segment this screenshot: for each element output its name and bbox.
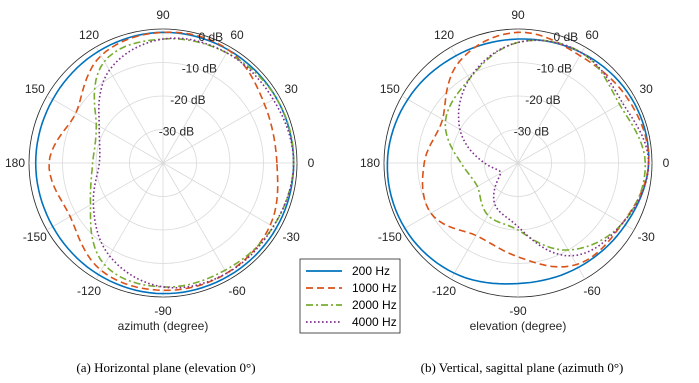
angle-tick-label: -150 [378,230,402,244]
legend-entry: 200 Hz [352,264,390,278]
radial-tick-label: 0 dB [553,30,578,44]
angular-grid-line [46,162,164,231]
legend-entry: 2000 Hz [352,298,397,312]
angle-tick-label: 90 [156,8,170,22]
legend: 200 Hz 1000 Hz 2000 Hz 4000 Hz [299,258,401,334]
legend-entry: 1000 Hz [352,281,397,295]
angle-tick-label: 0 [663,156,670,170]
angle-tick-labels: 0 30 60 90 120 150 180 -150 -120 -90 -60 -30 [360,8,670,318]
angle-tick-labels: 0 30 60 90 120 150 180 -150 -120 -90 -60 -30 [5,8,315,318]
radial-tick-label: -20 dB [525,93,560,107]
angle-tick-label: -120 [77,284,101,298]
axis-label: azimuth (degree) [118,319,209,333]
angle-tick-label: -150 [23,230,47,244]
series-line-200-hz [386,38,650,285]
angle-tick-label: 60 [230,28,244,42]
axis-label: elevation (degree) [470,319,567,333]
angle-tick-label: 30 [284,82,298,96]
angle-tick-label: 120 [434,28,454,42]
angle-tick-label: -30 [282,230,300,244]
panel-caption: (b) Vertical, sagittal plane (azimuth 0°… [421,360,624,375]
angular-grid-line [95,162,164,280]
radial-tick-label: -30 dB [159,125,194,139]
series-line-1000-hz [421,31,650,268]
angle-tick-label: 180 [360,156,380,170]
angle-tick-label: 150 [25,82,45,96]
angle-tick-label: 90 [511,8,525,22]
angular-grid-line [517,95,635,164]
angle-tick-label: -90 [509,304,527,318]
angular-grid-line [162,95,280,164]
angular-grid-line [162,162,231,280]
angle-tick-label: -60 [583,284,601,298]
angular-grid [29,29,297,297]
angular-grid-line [162,46,231,164]
series-group [386,31,650,285]
angle-tick-label: 120 [79,28,99,42]
series-line-2000-hz [89,37,295,288]
angular-grid-line [450,46,519,164]
radial-tick-labels: 0 dB -10 dB -20 dB -30 dB [159,30,223,138]
angle-tick-label: -30 [637,230,655,244]
radial-tick-label: -30 dB [514,125,549,139]
angular-grid-line [517,46,586,164]
polar-chart-vertical-plane: 0 30 60 90 120 150 180 -150 -120 -90 -60 -30 0 dB -10… [360,8,670,375]
series-line-1000-hz [48,31,279,292]
angular-grid-line [46,95,164,164]
angular-grid-line [401,162,519,231]
series-group [34,31,295,295]
angular-grid-line [517,162,586,280]
polar-chart-horizontal-plane: 0 30 60 90 120 150 180 -150 -120 -90 -60 -30 0 dB -10… [5,8,315,375]
angular-grid-line [450,162,519,280]
angle-tick-label: -120 [432,284,456,298]
angle-tick-label: 0 [308,156,315,170]
angular-grid-line [517,162,635,231]
angle-tick-label: -90 [154,304,172,318]
angular-grid-line [162,162,280,231]
angle-tick-label: -60 [228,284,246,298]
legend-entry: 4000 Hz [352,315,397,329]
angular-grid-line [95,46,164,164]
angle-tick-label: 180 [5,156,25,170]
angle-tick-label: 60 [585,28,599,42]
radial-tick-label: -10 dB [537,62,572,76]
radial-tick-label: -20 dB [170,93,205,107]
panel-caption: (a) Horizontal plane (elevation 0°) [76,360,255,375]
series-line-2000-hz [444,39,647,251]
angle-tick-label: 150 [380,82,400,96]
radial-tick-labels: 0 dB -10 dB -20 dB -30 dB [514,30,578,138]
angular-grid [384,29,652,297]
radial-tick-label: 0 dB [198,30,223,44]
radial-tick-label: -10 dB [182,62,217,76]
angle-tick-label: 30 [639,82,653,96]
